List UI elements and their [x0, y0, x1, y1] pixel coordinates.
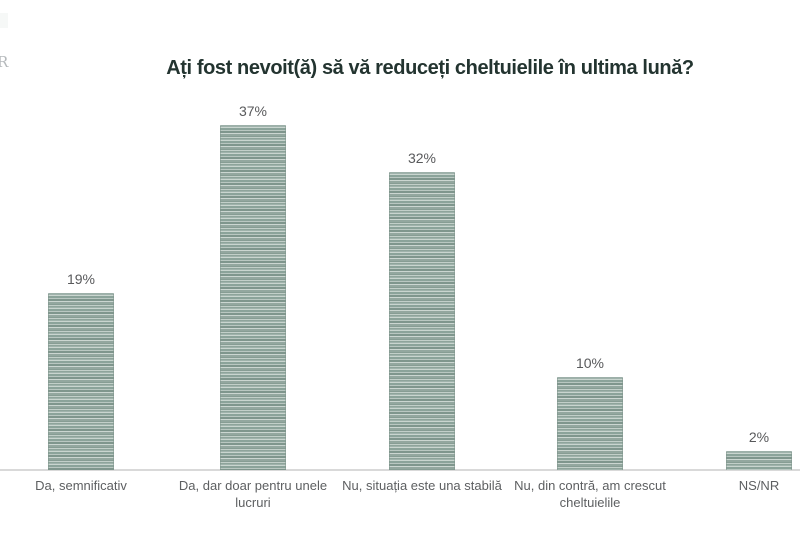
- logo-fragment: [0, 13, 8, 28]
- bar: [389, 172, 455, 470]
- x-axis-line: [0, 469, 800, 471]
- category-label: Da, semnificativ: [35, 478, 127, 493]
- bar: [726, 451, 792, 470]
- bar: [220, 125, 286, 470]
- bar-value-label: 19%: [66, 271, 96, 287]
- category-label: Nu, situația este una stabilă: [342, 478, 502, 493]
- category-label: Da, dar doar pentru unele lucruri: [178, 478, 328, 510]
- bar-value-label: 2%: [748, 429, 770, 445]
- bar: [557, 377, 623, 470]
- watermark-letter: R: [0, 53, 9, 71]
- chart-title: Ați fost nevoit(ă) să vă reduceți cheltu…: [166, 57, 694, 79]
- category-label: NS/NR: [738, 478, 780, 493]
- category-label: Nu, din contră, am crescut cheltuielile: [514, 478, 666, 510]
- bar: [48, 293, 114, 470]
- bar-value-label: 32%: [407, 150, 437, 166]
- bar-value-label: 37%: [238, 103, 268, 119]
- bar-value-label: 10%: [575, 355, 605, 371]
